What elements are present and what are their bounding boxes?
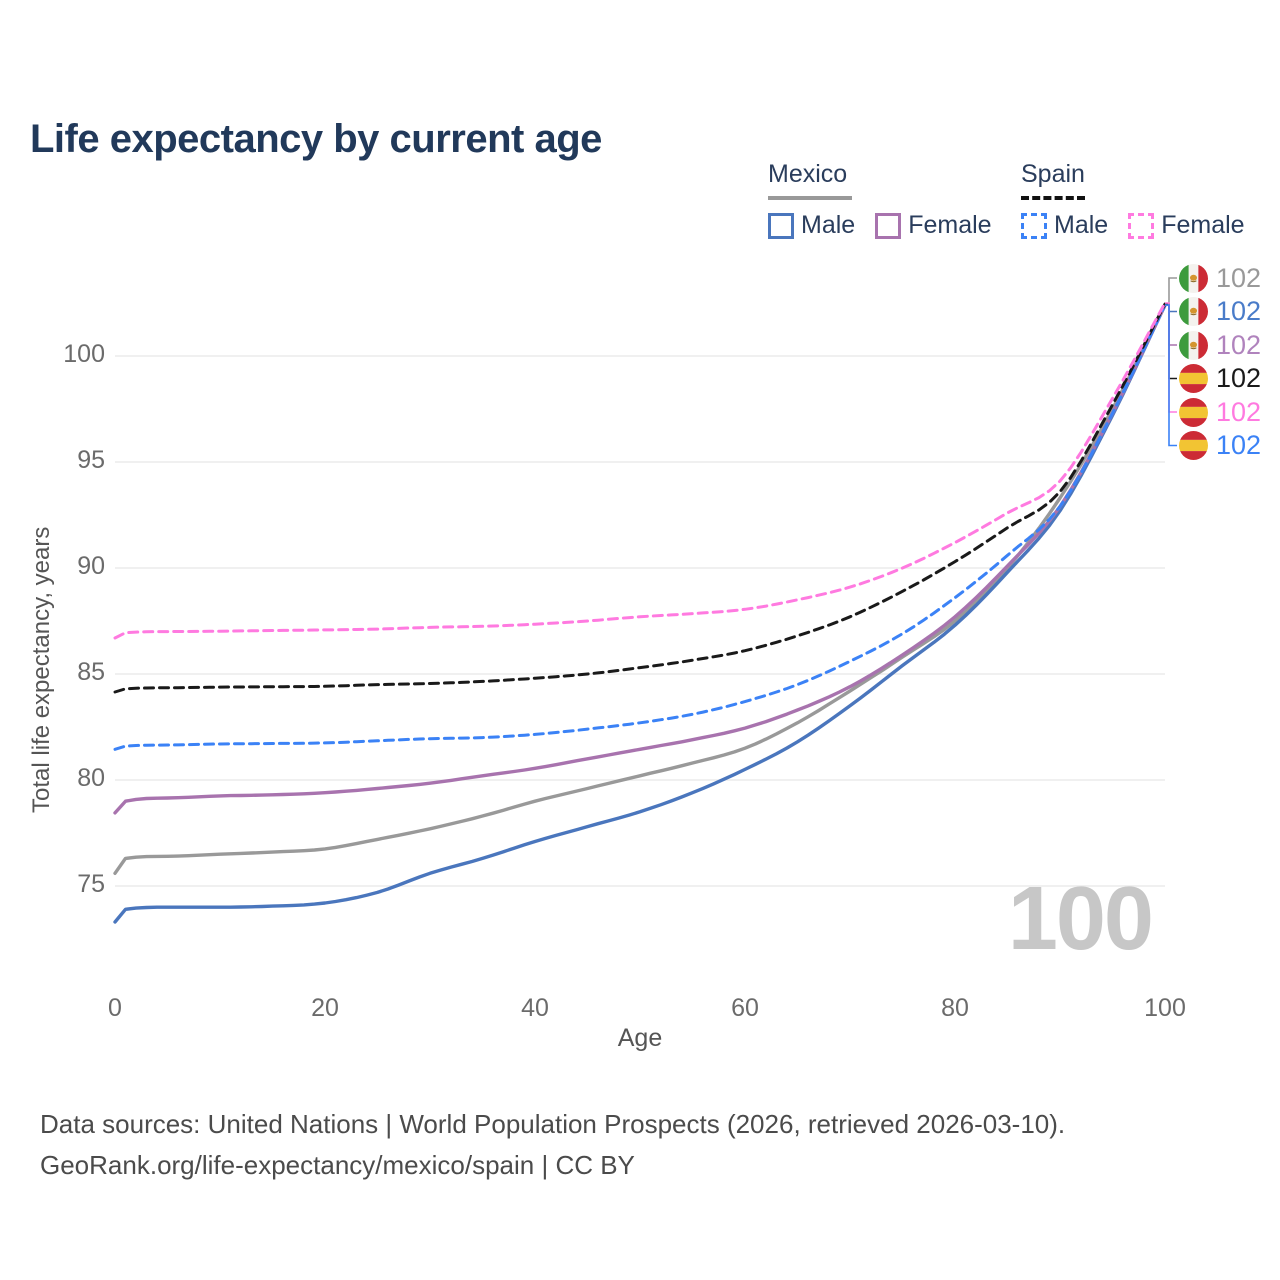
footer-attribution: GeoRank.org/life-expectancy/mexico/spain…	[40, 1150, 635, 1180]
x-tick-60: 60	[731, 994, 759, 1022]
leader-line-mexico-all	[1165, 277, 1177, 306]
leader-line-spain-female	[1165, 302, 1177, 413]
leader-line-spain-male	[1165, 304, 1177, 447]
x-tick-40: 40	[521, 994, 549, 1022]
legend-items: Male Female	[768, 211, 992, 240]
x-tick-100: 100	[1144, 994, 1186, 1022]
end-label-mexico-female: 102	[1179, 329, 1262, 360]
end-label-mexico-all: 102	[1179, 262, 1262, 293]
spain-flag-icon	[1179, 397, 1208, 427]
end-value-spain-all: 102	[1216, 363, 1262, 393]
end-label-mexico-male: 102	[1179, 296, 1262, 326]
legend-item-spain-male[interactable]: Male	[1021, 211, 1108, 240]
legend-country-label: Spain	[1021, 160, 1085, 188]
legend-item-mexico-female[interactable]: Female	[875, 211, 992, 240]
footer-data-sources: Data sources: United Nations | World Pop…	[40, 1109, 1066, 1139]
footer: Data sources: United Nations | World Pop…	[40, 1104, 1065, 1186]
end-value-mexico-female: 102	[1216, 329, 1262, 360]
end-value-spain-female: 102	[1216, 396, 1262, 427]
end-label-spain-all: 102	[1179, 363, 1262, 393]
mexico-flag-icon	[1179, 263, 1208, 293]
end-value-mexico-all: 102	[1216, 262, 1262, 293]
chart-title: Life expectancy by current age	[30, 116, 602, 161]
legend-group-mexico: Mexico Male Female	[768, 160, 992, 240]
legend-item-label: Female	[1161, 211, 1245, 239]
series-line-mexico-all[interactable]	[113, 303, 1167, 875]
mexico-flag-icon	[1179, 330, 1208, 360]
legend-header-spain: Spain	[1021, 160, 1245, 194]
dashed-swatch-icon	[1128, 212, 1155, 239]
legend-items: Male Female	[1021, 211, 1245, 240]
legend-item-label: Female	[908, 211, 992, 239]
x-tick-80: 80	[941, 994, 969, 1022]
y-tick-75: 75	[77, 870, 105, 898]
y-tick-80: 80	[77, 764, 105, 792]
x-axis-title: Age	[617, 1024, 663, 1052]
legend-item-label: Male	[1054, 211, 1109, 239]
x-tick-0: 0	[108, 994, 122, 1022]
y-tick-100: 100	[63, 340, 105, 368]
series-line-mexico-female[interactable]	[113, 303, 1167, 815]
legend-country-label: Mexico	[768, 160, 848, 188]
age-watermark: 100	[1007, 869, 1154, 969]
legend-item-spain-female[interactable]: Female	[1128, 211, 1245, 240]
leader-line-spain-all	[1165, 303, 1177, 380]
series-line-spain-all[interactable]	[113, 302, 1167, 694]
end-label-spain-male: 102	[1179, 430, 1262, 460]
series-line-spain-female[interactable]	[113, 301, 1167, 640]
spain-flag-icon	[1179, 431, 1208, 460]
solid-swatch-icon	[875, 212, 902, 239]
series-line-mexico-male[interactable]	[113, 303, 1167, 924]
legend-underline-solid	[768, 196, 852, 200]
mexico-flag-icon	[1179, 297, 1208, 326]
legend-item-mexico-male[interactable]: Male	[768, 211, 855, 240]
y-tick-90: 90	[77, 552, 105, 580]
y-tick-85: 85	[77, 658, 105, 686]
legend-group-spain: Spain Male Female	[1021, 160, 1245, 240]
dashed-swatch-icon	[1021, 212, 1047, 239]
solid-swatch-icon	[768, 212, 794, 239]
end-value-mexico-male: 102	[1216, 296, 1262, 326]
legend-item-label: Male	[801, 211, 856, 239]
spain-flag-icon	[1179, 364, 1208, 393]
series-line-spain-male[interactable]	[113, 303, 1167, 751]
end-value-spain-male: 102	[1216, 430, 1262, 460]
legend-header-mexico: Mexico	[768, 160, 992, 194]
x-tick-20: 20	[311, 994, 339, 1022]
y-tick-95: 95	[77, 446, 105, 474]
end-label-spain-female: 102	[1179, 396, 1262, 427]
legend-underline-dashed	[1021, 196, 1085, 200]
leader-line-mexico-male	[1165, 304, 1177, 313]
